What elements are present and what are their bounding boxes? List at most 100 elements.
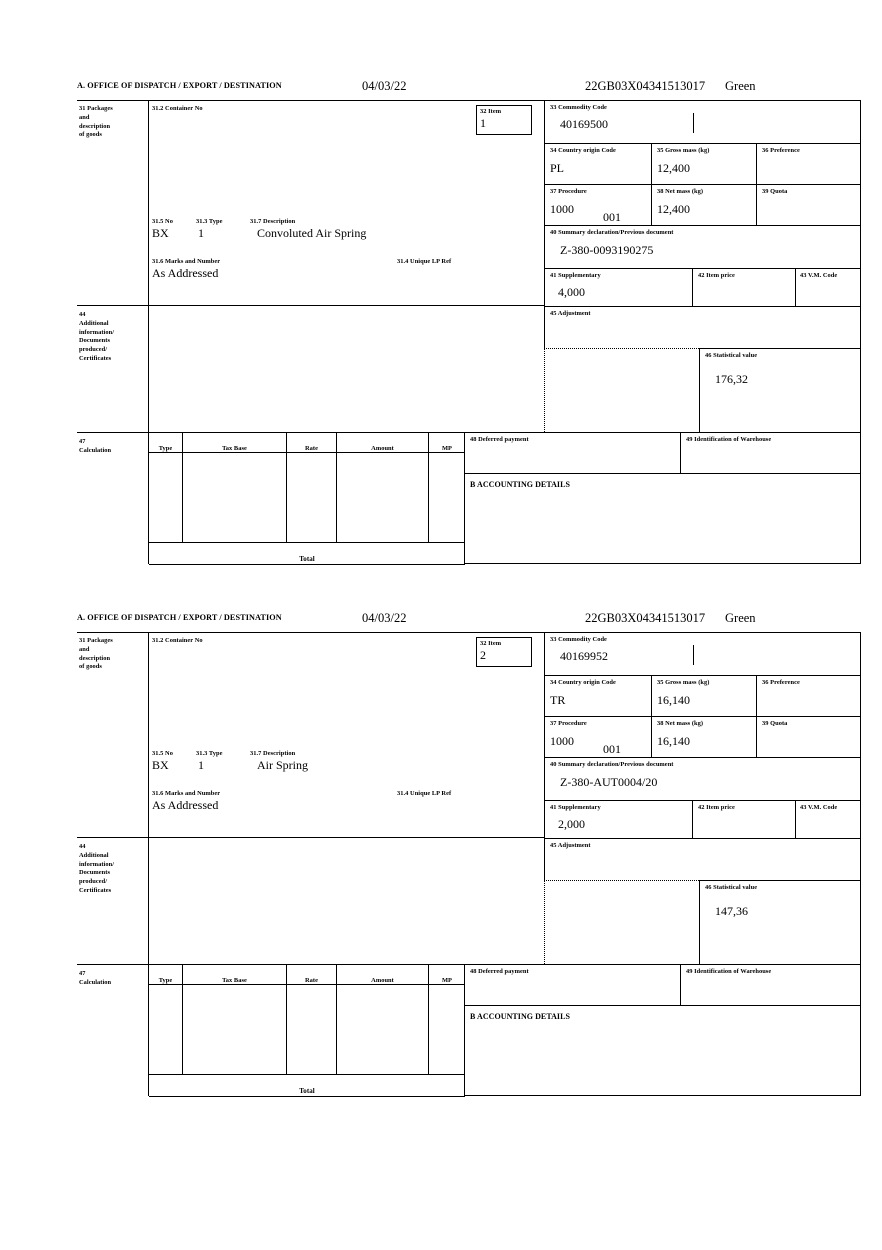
- box-31-label-line-2: and: [79, 113, 90, 121]
- box-45-adjustment[interactable]: 45 Adjustment: [544, 306, 861, 348]
- cell-rate[interactable]: [287, 453, 337, 542]
- box-b-accounting-details[interactable]: B ACCOUNTING DETAILS: [464, 1005, 861, 1096]
- box-37-label: 37 Procedure: [550, 188, 587, 195]
- box-46-label: 46 Statistical value: [705, 352, 758, 359]
- goods-description-area[interactable]: 31.2 Container No 31.5 No 31.3 Type 31.7…: [148, 633, 544, 837]
- cell-type[interactable]: [149, 985, 183, 1074]
- box-43-vm-code[interactable]: 43 V.M. Code: [795, 800, 861, 838]
- column-header-tax-base: Tax Base: [183, 433, 287, 452]
- box-41-value: 4,000: [558, 284, 585, 299]
- box-46-statistical-value[interactable]: 46 Statistical value 176,32: [699, 348, 861, 432]
- box-47-calculation-table[interactable]: Type Tax Base Rate Amount MP Total: [148, 432, 465, 565]
- box-40-value: Z-380-0093190275: [560, 242, 654, 257]
- box-31-6-marks-value: As Addressed: [152, 798, 219, 812]
- box-44-label-line-1: 44: [79, 311, 86, 318]
- box-38-net-mass[interactable]: 38 Net mass (kg) 16,140: [651, 716, 756, 757]
- cell-rate[interactable]: [287, 985, 337, 1074]
- box-31-label-line-1: 31 Packages: [79, 105, 113, 112]
- box-37-value-secondary: 001: [603, 210, 621, 224]
- goods-description-area[interactable]: 31.2 Container No 31.5 No 31.3 Type 31.7…: [148, 101, 544, 305]
- box-37-procedure[interactable]: 37 Procedure 1000 001: [544, 716, 651, 757]
- box-36-preference[interactable]: 36 Preference: [756, 675, 861, 716]
- cell-mp[interactable]: [429, 453, 465, 542]
- box-32-value: 2: [480, 647, 486, 662]
- box-47-calculation-table[interactable]: Type Tax Base Rate Amount MP Total: [148, 964, 465, 1097]
- box-b-label: B ACCOUNTING DETAILS: [470, 480, 570, 489]
- box-44-content[interactable]: [148, 837, 544, 964]
- box-33-commodity-code[interactable]: 33 Commodity Code 40169952: [544, 633, 861, 675]
- declaration-lane-status: Green: [725, 611, 756, 625]
- calculation-table-body[interactable]: [149, 985, 465, 1075]
- box-37-label: 37 Procedure: [550, 720, 587, 727]
- box-40-summary-declaration[interactable]: 40 Summary declaration/Previous document…: [544, 757, 861, 800]
- box-43-vm-code[interactable]: 43 V.M. Code: [795, 268, 861, 306]
- box-31-label-line-3: description: [79, 122, 111, 130]
- box-41-supplementary[interactable]: 41 Supplementary 2,000: [544, 800, 692, 838]
- declaration-form-item-2: A. OFFICE OF DISPATCH / EXPORT / DESTINA…: [77, 611, 861, 1097]
- column-header-rate: Rate: [287, 433, 337, 452]
- box-38-net-mass[interactable]: 38 Net mass (kg) 12,400: [651, 184, 756, 225]
- calculation-total-row: Total: [149, 1075, 465, 1097]
- box-46-value: 147,36: [715, 903, 748, 918]
- box-32-value: 1: [480, 115, 486, 130]
- box-34-value: TR: [550, 692, 566, 707]
- box-40-summary-declaration[interactable]: 40 Summary declaration/Previous document…: [544, 225, 861, 268]
- box-41-supplementary[interactable]: 41 Supplementary 4,000: [544, 268, 692, 306]
- box-32-item[interactable]: 32 Item 2: [476, 637, 532, 667]
- box-47-label: 47 Calculation: [77, 964, 148, 1096]
- box-39-label: 39 Quota: [762, 720, 788, 727]
- box-b-label: B ACCOUNTING DETAILS: [470, 1012, 570, 1021]
- box-34-country-origin-code[interactable]: 34 Country origin Code PL: [544, 143, 651, 184]
- cell-mp[interactable]: [429, 985, 465, 1074]
- box-33-commodity-code[interactable]: 33 Commodity Code 40169500: [544, 101, 861, 143]
- box-34-country-origin-code[interactable]: 34 Country origin Code TR: [544, 675, 651, 716]
- box-31-3-type-value: 1: [198, 226, 204, 240]
- calculation-total-row: Total: [149, 543, 465, 565]
- box-32-item[interactable]: 32 Item 1: [476, 105, 532, 135]
- box-37-value: 1000: [550, 733, 574, 748]
- box-35-gross-mass[interactable]: 35 Gross mass (kg) 12,400: [651, 143, 756, 184]
- box-38-label: 38 Net mass (kg): [657, 188, 704, 195]
- box-32-label: 32 Item: [480, 108, 502, 115]
- office-of-dispatch-label: A. OFFICE OF DISPATCH / EXPORT / DESTINA…: [77, 613, 282, 622]
- box-31-label: 31 Packages and description of goods: [77, 633, 148, 837]
- box-31-6-marks-label: 31.6 Marks and Number: [152, 258, 221, 265]
- box-31-5-no-value: BX: [152, 226, 169, 240]
- cell-tax-base[interactable]: [183, 985, 287, 1074]
- column-header-rate: Rate: [287, 965, 337, 984]
- box-49-identification-of-warehouse[interactable]: 49 Identification of Warehouse: [680, 432, 861, 473]
- box-49-identification-of-warehouse[interactable]: 49 Identification of Warehouse: [680, 964, 861, 1005]
- box-35-gross-mass[interactable]: 35 Gross mass (kg) 16,140: [651, 675, 756, 716]
- box-44-label-line-3: information/: [79, 328, 115, 336]
- box-41-label: 41 Supplementary: [550, 804, 601, 811]
- box-33-label: 33 Commodity Code: [550, 636, 607, 643]
- box-33-divider: [693, 645, 694, 665]
- box-36-label: 36 Preference: [762, 679, 800, 686]
- box-43-label: 43 V.M. Code: [800, 804, 838, 811]
- box-31-5-no-value: BX: [152, 758, 169, 772]
- box-44-label-line-1: 44: [79, 843, 86, 850]
- box-42-item-price[interactable]: 42 Item price: [692, 800, 795, 838]
- box-48-deferred-payment[interactable]: 48 Deferred payment: [464, 432, 680, 473]
- box-31-label-line-2: and: [79, 645, 90, 653]
- box-37-procedure[interactable]: 37 Procedure 1000 001: [544, 184, 651, 225]
- box-44-value: [149, 838, 544, 842]
- box-31-7-description-label: 31.7 Description: [250, 218, 296, 225]
- box-39-quota[interactable]: 39 Quota: [756, 716, 861, 757]
- declaration-reference-number: 22GB03X04341513017: [585, 611, 706, 625]
- box-42-item-price[interactable]: 42 Item price: [692, 268, 795, 306]
- cell-tax-base[interactable]: [183, 453, 287, 542]
- cell-type[interactable]: [149, 453, 183, 542]
- calculation-table-body[interactable]: [149, 453, 465, 543]
- box-39-quota[interactable]: 39 Quota: [756, 184, 861, 225]
- box-36-preference[interactable]: 36 Preference: [756, 143, 861, 184]
- box-31-3-type-label: 31.3 Type: [196, 750, 223, 757]
- form-header: A. OFFICE OF DISPATCH / EXPORT / DESTINA…: [77, 611, 861, 632]
- box-48-deferred-payment[interactable]: 48 Deferred payment: [464, 964, 680, 1005]
- box-b-accounting-details[interactable]: B ACCOUNTING DETAILS: [464, 473, 861, 564]
- box-44-content[interactable]: [148, 305, 544, 432]
- box-46-statistical-value[interactable]: 46 Statistical value 147,36: [699, 880, 861, 964]
- cell-amount[interactable]: [337, 985, 429, 1074]
- cell-amount[interactable]: [337, 453, 429, 542]
- box-45-adjustment[interactable]: 45 Adjustment: [544, 838, 861, 880]
